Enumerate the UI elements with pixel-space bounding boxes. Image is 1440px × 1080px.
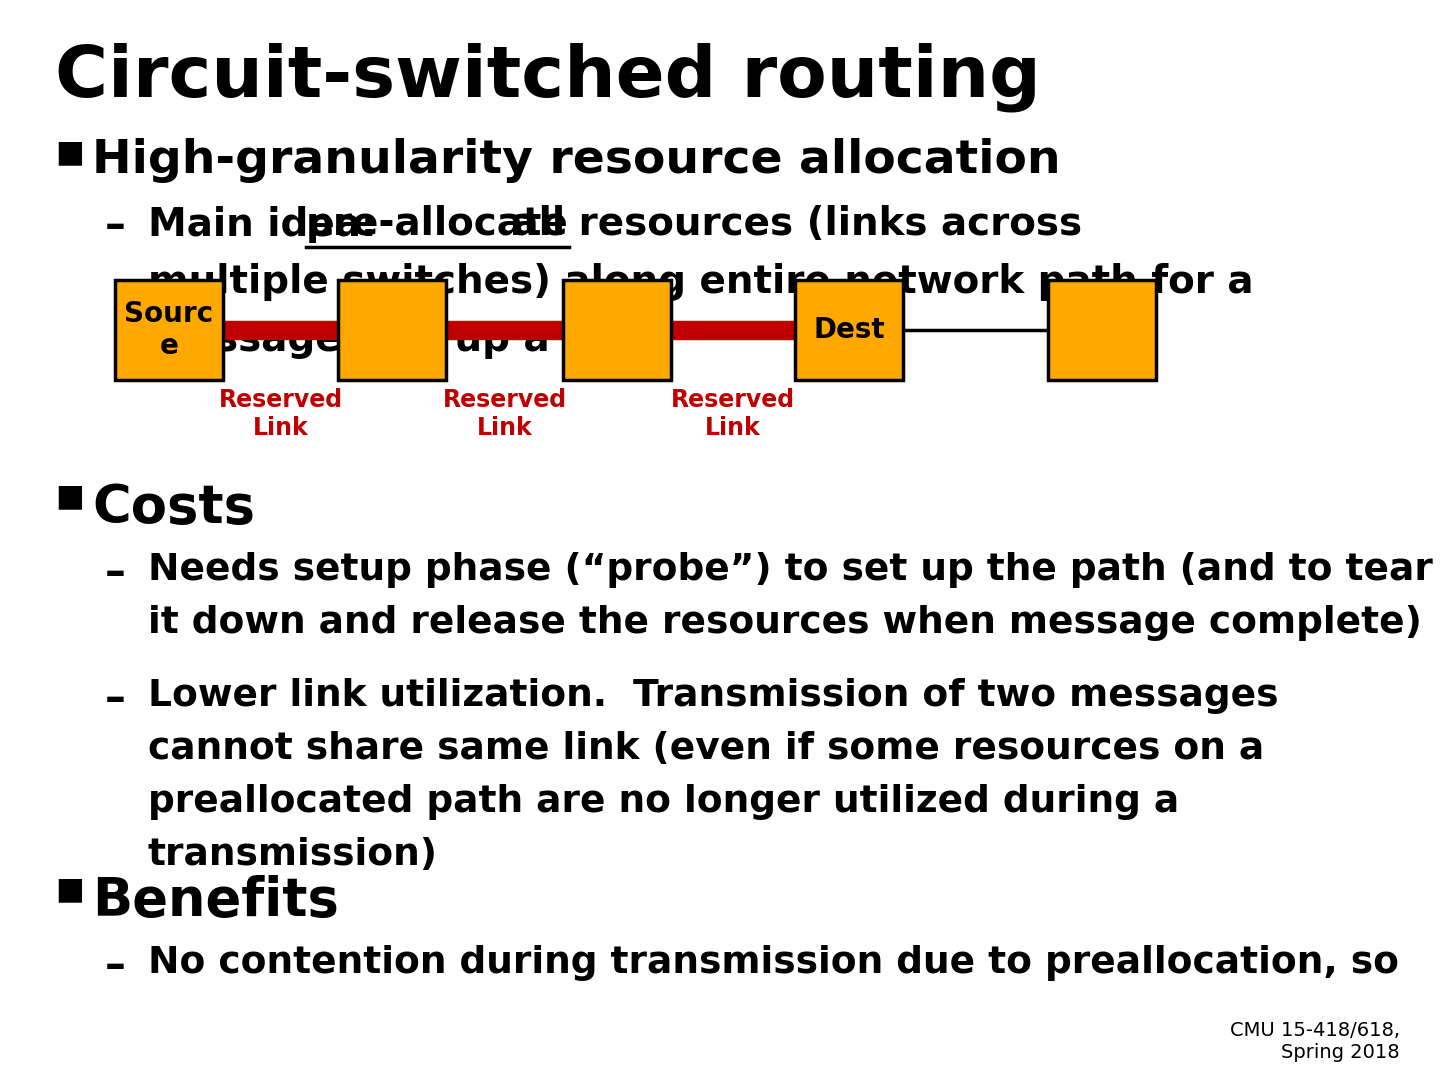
Text: ■: ■ xyxy=(55,138,84,167)
Text: Reserved
Link: Reserved Link xyxy=(671,388,795,440)
Bar xyxy=(115,280,223,380)
Text: multiple switches) along entire network path for a: multiple switches) along entire network … xyxy=(148,264,1253,301)
Text: –: – xyxy=(105,205,125,247)
Text: CMU 15-418/618,
Spring 2018: CMU 15-418/618, Spring 2018 xyxy=(1230,1021,1400,1062)
Text: ■: ■ xyxy=(55,875,84,904)
Text: Dest: Dest xyxy=(814,316,884,345)
Text: Benefits: Benefits xyxy=(92,875,338,927)
Text: Main idea:: Main idea: xyxy=(148,205,390,243)
Bar xyxy=(795,280,903,380)
Text: Sourc
e: Sourc e xyxy=(124,300,213,361)
Text: pre-allocate: pre-allocate xyxy=(305,205,569,243)
Text: –: – xyxy=(105,678,125,720)
Text: Lower link utilization.  Transmission of two messages: Lower link utilization. Transmission of … xyxy=(148,678,1279,714)
Text: all resources (links across: all resources (links across xyxy=(500,205,1081,243)
Bar xyxy=(338,280,446,380)
Text: –: – xyxy=(105,552,125,594)
Text: Reserved
Link: Reserved Link xyxy=(219,388,343,440)
Text: High-granularity resource allocation: High-granularity resource allocation xyxy=(92,138,1061,183)
Text: Needs setup phase (“probe”) to set up the path (and to tear: Needs setup phase (“probe”) to set up th… xyxy=(148,552,1433,588)
Text: Reserved
Link: Reserved Link xyxy=(442,388,566,440)
Text: transmission): transmission) xyxy=(148,837,438,873)
Text: message (set up a flow): message (set up a flow) xyxy=(148,321,674,359)
Text: cannot share same link (even if some resources on a: cannot share same link (even if some res… xyxy=(148,731,1264,767)
Text: ■: ■ xyxy=(55,482,84,511)
Text: Circuit-switched routing: Circuit-switched routing xyxy=(55,42,1041,111)
Text: it down and release the resources when message complete): it down and release the resources when m… xyxy=(148,605,1421,642)
Text: –: – xyxy=(105,945,125,987)
Text: No contention during transmission due to preallocation, so: No contention during transmission due to… xyxy=(148,945,1400,981)
Text: preallocated path are no longer utilized during a: preallocated path are no longer utilized… xyxy=(148,784,1179,820)
Bar xyxy=(563,280,671,380)
Bar xyxy=(1048,280,1156,380)
Text: Costs: Costs xyxy=(92,482,255,534)
